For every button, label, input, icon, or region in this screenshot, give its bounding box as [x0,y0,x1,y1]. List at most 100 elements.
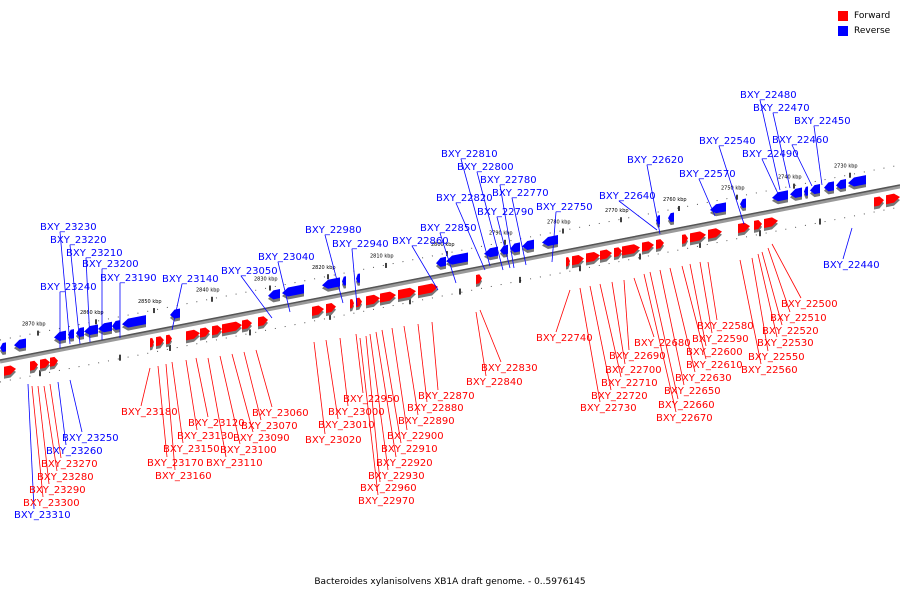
reverse-gene-arrow [740,198,746,209]
gene-label-bxy_23260: BXY_23260 [46,446,103,457]
forward-gene-arrow [242,319,252,330]
leader-line [551,211,557,263]
reverse-gene-arrow [76,327,84,338]
gene-label-bxy_22770: BXY_22770 [492,188,549,199]
leader-line [771,243,802,299]
gene-label-bxy_22630: BXY_22630 [675,373,732,384]
leader-line [813,125,823,186]
forward-gene-arrow [874,196,884,207]
leader-line [761,251,783,326]
gene-label-bxy_22980: BXY_22980 [305,225,362,236]
leader-line [375,331,397,458]
leader-line [699,261,713,334]
gene-label-bxy_22530: BXY_22530 [757,338,814,349]
leader-line [511,197,527,266]
forward-gene-arrow [366,294,380,306]
gene-label-bxy_23280: BXY_23280 [37,472,94,483]
gene-label-bxy_22600: BXY_22600 [686,347,743,358]
leader-line [59,231,71,345]
leader-line [659,269,685,386]
leader-line [718,145,745,225]
gene-label-bxy_23310: BXY_23310 [14,510,71,521]
leader-line [27,383,35,510]
leader-line [325,339,339,420]
leader-line [185,359,198,431]
legend-reverse: Reverse [838,23,890,38]
forward-gene-arrow [566,257,570,267]
leader-line [599,283,622,378]
leader-line [171,361,184,444]
forward-gene-arrow [398,287,416,300]
leader-line [707,261,718,321]
gene-label-bxy_22650: BXY_22650 [664,386,721,397]
forward-gene-arrow [258,316,268,327]
gene-label-bxy_22870: BXY_22870 [418,391,475,402]
leader-line [255,349,273,408]
leader-line [431,321,439,391]
forward-gene-arrow [690,231,706,243]
leader-line [219,355,241,445]
gene-label-bxy_23210: BXY_23210 [66,248,123,259]
leader-line [43,385,58,472]
backbone-shadow [0,184,900,364]
gene-label-bxy_23180: BXY_23180 [121,407,178,418]
gene-label-bxy_22840: BXY_22840 [466,377,523,388]
leader-line [623,279,630,351]
gene-label-bxy_23090: BXY_23090 [233,433,290,444]
forward-gene-arrow [754,220,762,230]
reverse-gene-arrow [848,175,866,187]
kbp-label: 2790 kbp [489,231,513,237]
forward-gene-arrow [4,365,16,376]
kbp-label: 2810 kbp [370,254,394,260]
leader-line [57,381,67,446]
gene-label-bxy_23050: BXY_23050 [221,266,278,277]
reverse-gene-arrow [446,252,468,265]
gene-label-bxy_22470: BXY_22470 [753,103,810,114]
forward-gene-arrow [30,360,38,371]
leader-line [479,309,502,363]
leader-line [49,383,62,459]
kbp-label: 2800 kbp [431,242,455,248]
leader-line [767,247,791,313]
reverse-gene-arrow [710,202,726,214]
leader-line [739,259,762,365]
reverse-gene-arrow [0,342,6,352]
leader-line [460,158,491,267]
forward-gene-arrow [708,228,722,239]
leader-line [69,379,83,433]
gene-label-bxy_23270: BXY_23270 [41,459,98,470]
gene-label-bxy_22790: BXY_22790 [477,207,534,218]
reverse-gene-arrow [282,284,304,297]
gene-label-bxy_23200: BXY_23200 [82,259,139,270]
forward-gene-arrow [682,234,688,244]
gene-label-bxy_22810: BXY_22810 [441,149,498,160]
leader-line [243,351,262,421]
leader-line [365,335,381,483]
gene-label-bxy_23290: BXY_23290 [29,485,86,496]
gene-label-bxy_23000: BXY_23000 [328,407,385,418]
leader-line [355,333,364,394]
forward-gene-arrow [656,239,664,249]
leader-line [589,285,612,391]
reverse-gene-arrow [322,277,340,289]
reverse-gene-arrow [356,273,360,283]
reverse-gene-arrow [790,187,802,198]
leader-line [31,385,44,498]
forward-gene-arrow [476,274,482,284]
leader-line [751,257,769,352]
leader-line [391,327,408,431]
gene-label-bxy_22610: BXY_22610 [686,360,743,371]
reverse-gene-arrow [510,242,520,253]
gene-label-bxy_23020: BXY_23020 [305,435,362,446]
forward-gene-arrow [222,321,242,334]
gene-label-bxy_23190: BXY_23190 [100,273,157,284]
gene-label-bxy_23170: BXY_23170 [147,458,204,469]
reverse-gene-arrow [484,246,498,258]
leader-line [85,257,91,343]
gene-label-bxy_22950: BXY_22950 [343,394,400,405]
gene-label-bxy_22780: BXY_22780 [480,175,537,186]
forward-gene-arrow [572,254,584,266]
reverse-gene-arrow [112,320,120,331]
reverse-gene-arrow [522,239,534,250]
legend-forward-label: Forward [854,10,891,21]
